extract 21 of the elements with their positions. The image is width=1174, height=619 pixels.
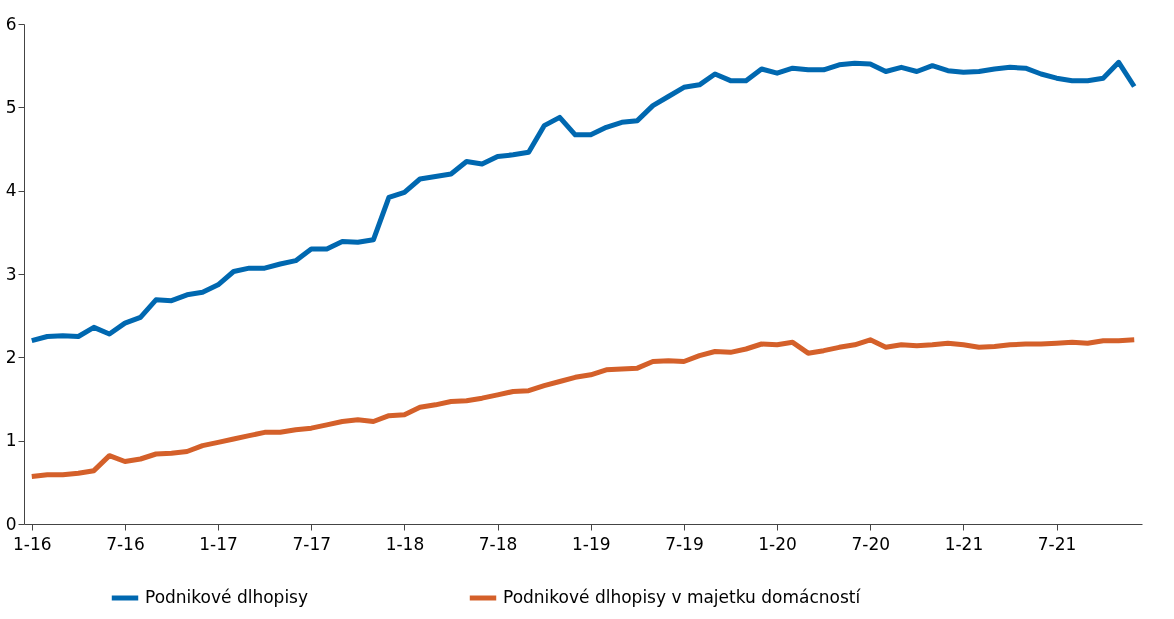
x-tick-label: 7-20: [851, 533, 891, 554]
x-tick-label: 1-18: [385, 533, 425, 554]
x-tick-label: 7-19: [665, 533, 704, 554]
y-tick-label: 2: [5, 346, 17, 367]
y-tick-label: 6: [5, 13, 17, 34]
x-tick-label: 7-21: [1037, 533, 1077, 554]
y-tick-label: 3: [5, 263, 17, 284]
x-tick-label: 1-17: [199, 533, 238, 554]
x-tick-label: 7-16: [106, 533, 145, 554]
y-tick-label: 5: [5, 96, 17, 117]
x-tick-label: 1-21: [944, 533, 984, 554]
x-tick-label: 1-20: [758, 533, 797, 554]
x-tick-label: 1-16: [12, 533, 52, 554]
legend-label: Podnikové dlhopisy v majetku domácností: [503, 587, 862, 607]
x-tick-label: 7-18: [478, 533, 518, 554]
legend-label: Podnikové dlhopisy: [145, 587, 309, 607]
x-tick-label: 7-17: [292, 533, 332, 554]
y-tick-label: 1: [5, 430, 17, 451]
y-tick-label: 0: [5, 513, 17, 534]
y-tick-label: 4: [5, 180, 17, 201]
x-tick-label: 1-19: [571, 533, 611, 554]
